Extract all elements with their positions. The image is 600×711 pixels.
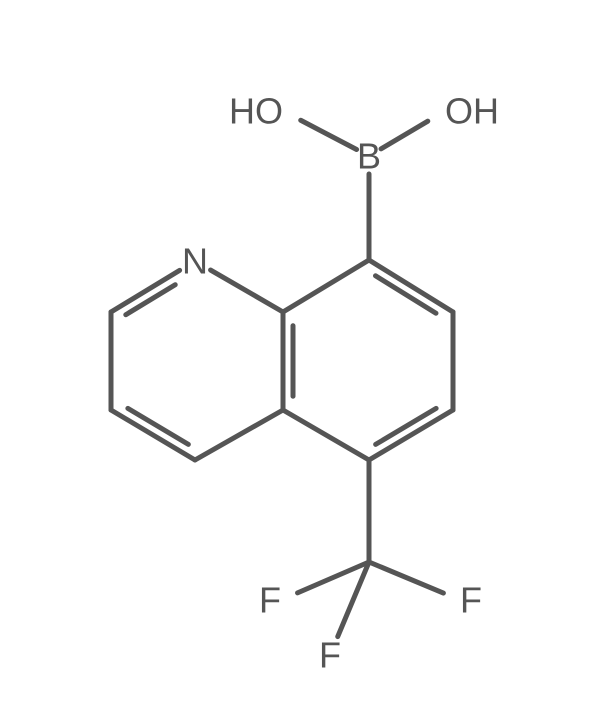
bond [211, 270, 283, 312]
bond [283, 410, 369, 460]
molecule-diagram: BHOOHNFFF [0, 0, 600, 711]
bonds-layer [111, 120, 453, 636]
bond [369, 410, 453, 460]
atom-label-O2: OH [445, 91, 499, 132]
bond [301, 120, 357, 149]
atom-label-B: B [357, 136, 381, 177]
atom-label-O1: HO [229, 91, 283, 132]
bond [283, 260, 369, 312]
atom-label-F_left: F [259, 580, 281, 621]
atom-label-F_down: F [319, 635, 341, 676]
bond [369, 260, 453, 312]
atom-label-N1: N [182, 241, 208, 282]
bond [195, 410, 283, 460]
bond [369, 562, 443, 593]
bond [111, 410, 195, 460]
bond [381, 121, 428, 149]
atom-label-F_right: F [460, 580, 482, 621]
